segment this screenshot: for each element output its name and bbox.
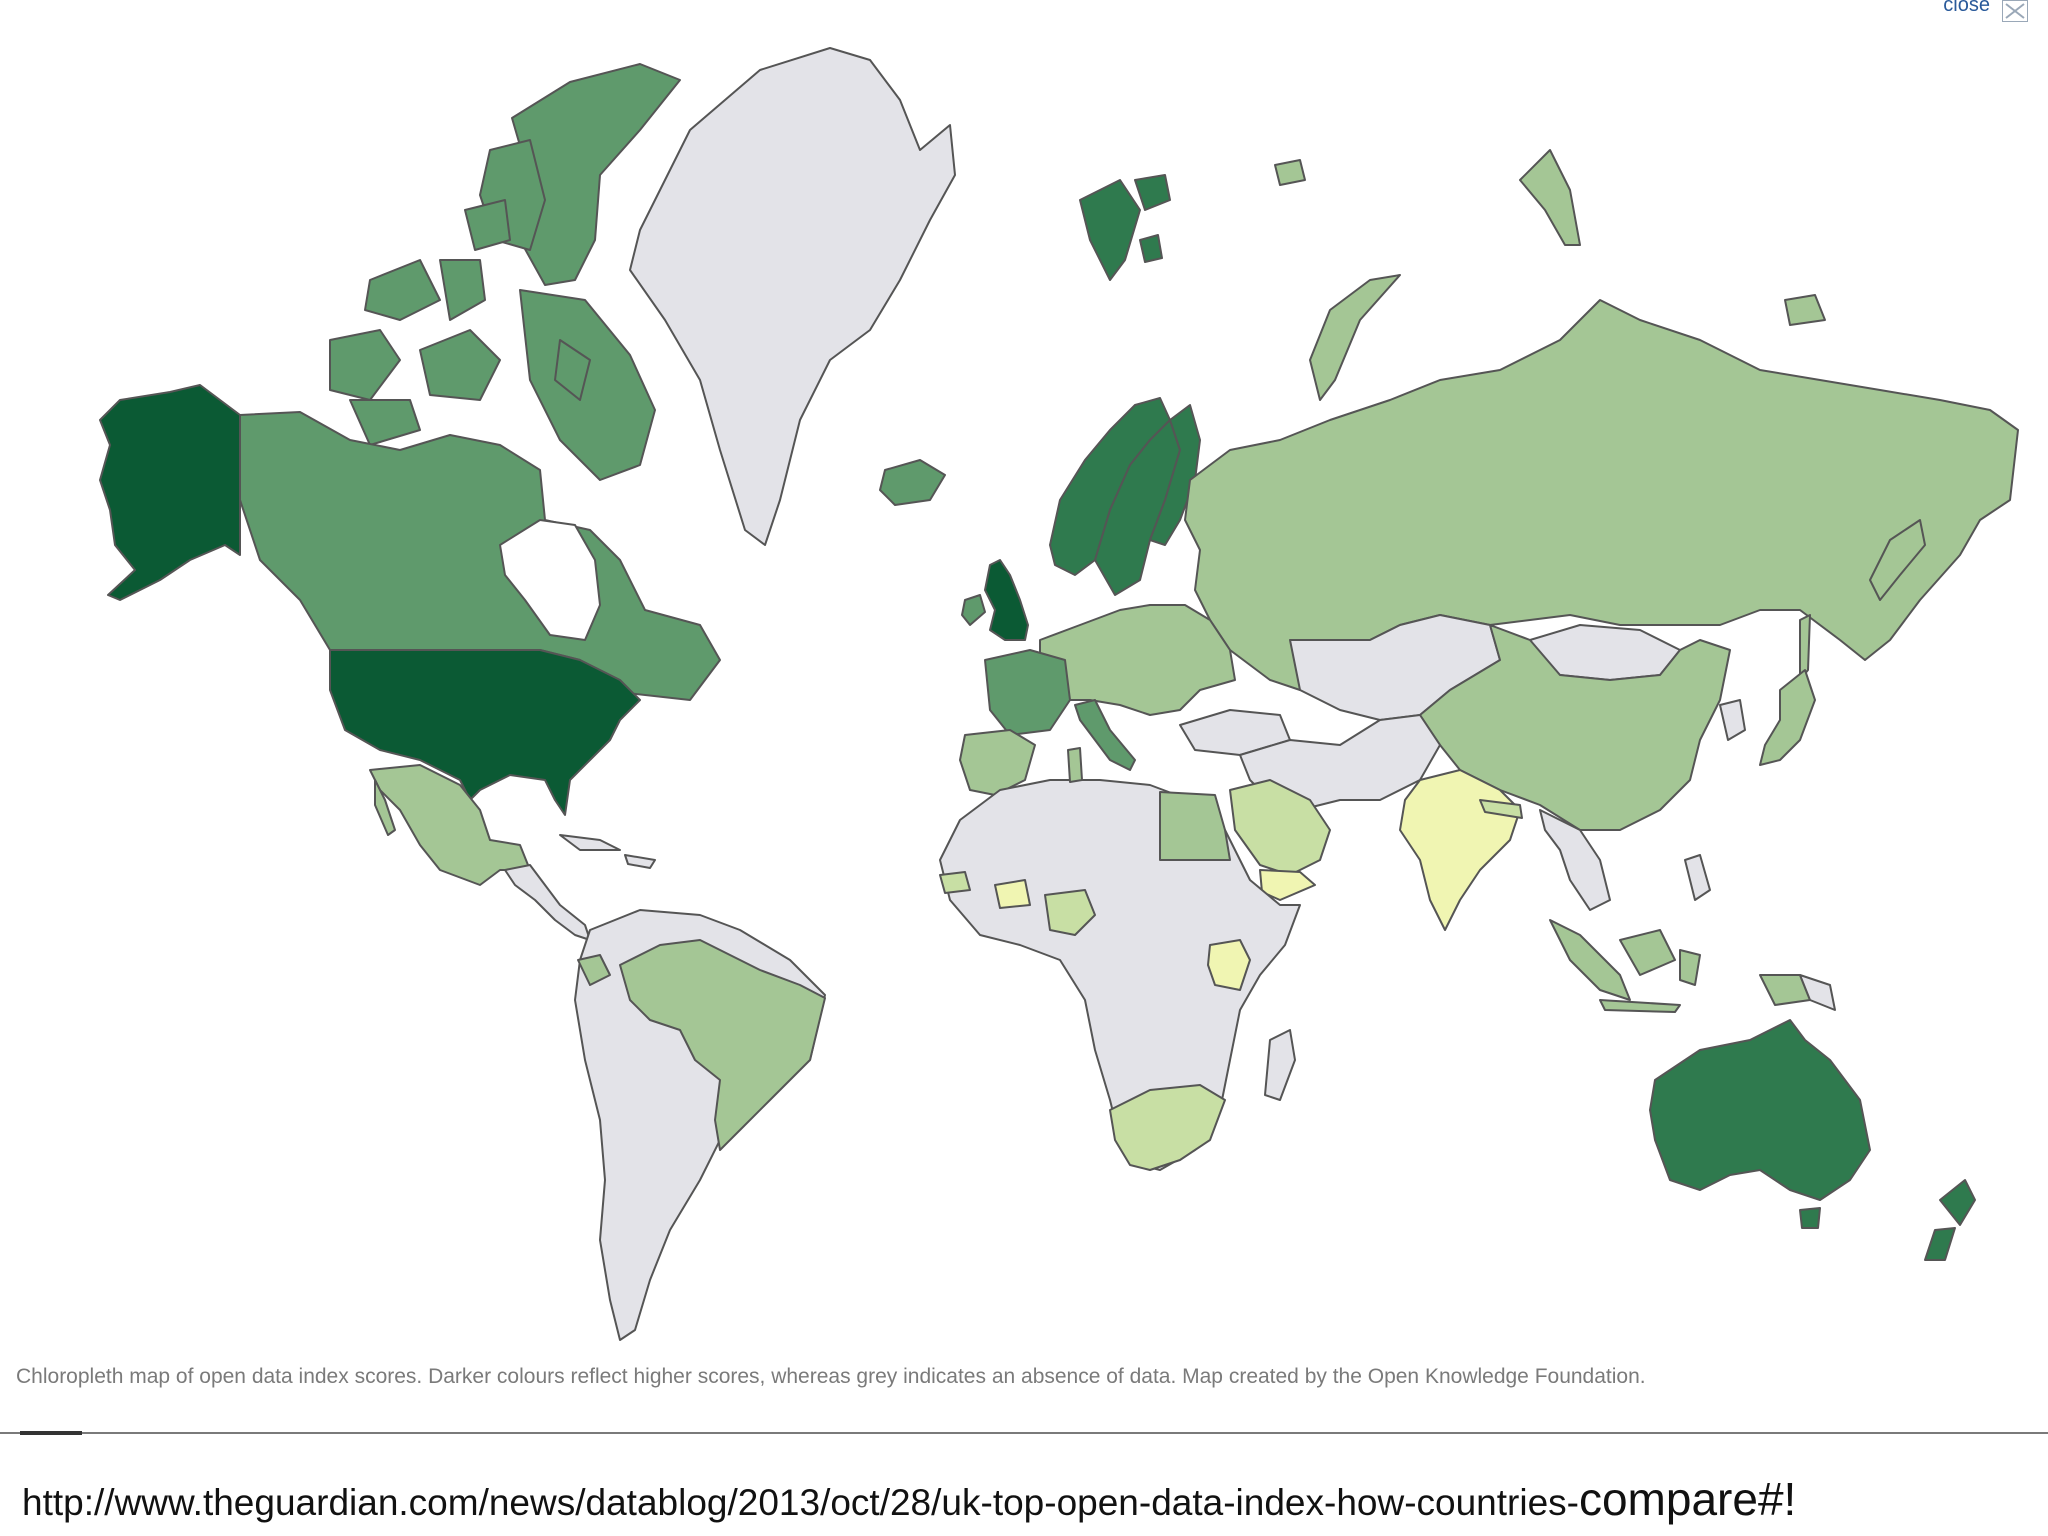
region-new-zealand[interactable] [1924,1227,1956,1261]
region-central-america [504,864,591,941]
region-hudson-bay [499,519,601,641]
region-kenya[interactable] [1207,939,1251,991]
region-russia-arctic-islands[interactable] [1784,294,1826,326]
region-greenland [629,47,956,546]
region-canada-arctic-islands[interactable] [439,259,486,321]
region-indonesia[interactable] [1679,949,1701,986]
region-canada-arctic-islands[interactable] [554,339,591,401]
region-saudi-arabia[interactable] [1229,779,1331,876]
region-united-kingdom[interactable] [984,559,1029,641]
region-ecuador[interactable] [577,954,611,986]
region-indonesia[interactable] [1599,999,1681,1013]
region-russia-arctic-islands[interactable] [1519,149,1581,246]
region-ireland[interactable] [961,594,986,626]
region-madagascar [1264,1029,1296,1101]
close-icon[interactable] [2002,0,2028,22]
region-iceland[interactable] [879,459,946,506]
region-new-zealand[interactable] [1939,1179,1976,1226]
region-canada-arctic-islands[interactable] [364,259,441,321]
region-yemen[interactable] [1259,869,1316,901]
region-burkina-faso[interactable] [994,879,1031,909]
region-finland[interactable] [1149,404,1201,546]
divider-accent [20,1431,82,1435]
region-canada-arctic-islands[interactable] [329,329,401,401]
region-japan[interactable] [1759,669,1816,766]
region-alaska[interactable] [99,384,241,601]
region-india[interactable] [1399,769,1521,931]
region-philippines [1684,854,1711,901]
region-brazil[interactable] [619,939,826,1151]
region-nigeria[interactable] [1044,889,1096,936]
region-australia[interactable] [1649,1019,1871,1201]
region-svalbard[interactable] [1134,174,1171,211]
region-united-states[interactable] [329,649,641,816]
region-papua-new-guinea-east [1799,974,1836,1011]
divider [0,1432,2048,1434]
region-canada-arctic-islands[interactable] [419,329,501,401]
region-svalbard[interactable] [1079,179,1141,281]
region-southeast-asia [1539,809,1611,911]
source-url: http://www.theguardian.com/news/datablog… [22,1472,1796,1526]
source-url-main: http://www.theguardian.com/news/datablog… [22,1482,1579,1523]
region-france[interactable] [984,649,1071,736]
region-south-africa[interactable] [1109,1084,1226,1171]
region-tasmania[interactable] [1799,1207,1821,1229]
region-caribbean-islands [624,854,656,869]
region-europe[interactable] [1039,604,1236,716]
region-tunisia[interactable] [1067,747,1083,783]
source-url-tail: compare#! [1578,1473,1797,1525]
region-sakhalin[interactable] [1799,614,1811,681]
region-italy[interactable] [1074,699,1136,771]
region-svalbard[interactable] [1139,234,1163,263]
region-egypt[interactable] [1159,791,1231,861]
region-canada-arctic-islands[interactable] [519,289,656,481]
region-russia-arctic-islands[interactable] [1274,159,1306,186]
region-kamchatka[interactable] [1869,519,1926,601]
region-indonesia[interactable] [1619,929,1676,976]
region-indonesia[interactable] [1549,919,1631,1001]
region-caribbean-islands [559,834,621,851]
region-korea [1719,699,1746,741]
region-nepal[interactable] [1479,799,1523,819]
close-link[interactable]: close [1943,0,1990,16]
region-baja-california[interactable] [374,779,396,836]
region-senegal[interactable] [939,871,971,894]
region-russia-arctic-islands[interactable] [1309,274,1401,401]
region-canada-arctic-islands[interactable] [349,399,421,446]
world-choropleth-map [99,47,2019,1341]
region-canada[interactable] [239,411,721,701]
region-canada-arctic-islands[interactable] [464,199,511,251]
map-caption: Chloropleth map of open data index score… [16,1365,1646,1388]
